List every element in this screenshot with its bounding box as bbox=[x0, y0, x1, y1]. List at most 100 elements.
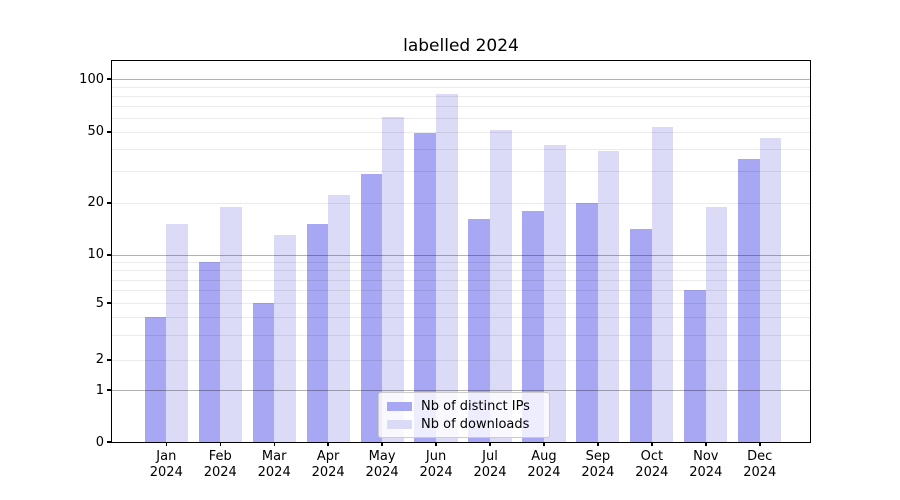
x-tick-label-nov: Nov 2024 bbox=[666, 449, 746, 481]
bar-distinct-ips-oct bbox=[630, 229, 652, 442]
y-tick-mark-10 bbox=[107, 254, 111, 256]
x-tick-label-jun: Jun 2024 bbox=[396, 449, 476, 481]
x-tick-label-feb: Feb 2024 bbox=[180, 449, 260, 481]
x-tick-year: 2024 bbox=[635, 465, 669, 480]
bar-downloads-may bbox=[382, 116, 404, 442]
x-tick-month: Oct bbox=[640, 449, 664, 464]
x-tick-year: 2024 bbox=[203, 465, 237, 480]
gridline-minor-20 bbox=[112, 202, 810, 204]
bar-distinct-ips-sep bbox=[576, 202, 598, 442]
bar-distinct-ips-aug bbox=[522, 210, 544, 442]
x-tick-label-aug: Aug 2024 bbox=[504, 449, 584, 481]
gridline-minor-90 bbox=[112, 87, 810, 88]
x-tick-label-sep: Sep 2024 bbox=[558, 449, 638, 481]
x-tick-label-may: May 2024 bbox=[342, 449, 422, 481]
bar-downloads-sep bbox=[597, 150, 620, 442]
x-tick-month: May bbox=[368, 449, 396, 464]
x-tick-mark-jan bbox=[165, 442, 168, 446]
y-tick-mark-100 bbox=[107, 78, 111, 80]
legend-label: Nb of downloads bbox=[421, 416, 530, 432]
x-tick-mark-apr bbox=[327, 442, 329, 446]
bar-downloads-oct bbox=[651, 127, 674, 442]
gridline-major-10 bbox=[112, 254, 810, 256]
gridline-minor-70 bbox=[112, 106, 810, 108]
x-tick-mark-jun bbox=[435, 442, 437, 446]
y-tick-mark-2 bbox=[107, 359, 111, 361]
x-tick-label-apr: Apr 2024 bbox=[288, 449, 368, 481]
gridline-minor-2 bbox=[112, 359, 810, 361]
x-tick-mark-mar bbox=[273, 442, 275, 446]
gridline-major-100 bbox=[112, 79, 810, 80]
gridline-minor-9 bbox=[112, 262, 810, 264]
x-tick-month: Apr bbox=[316, 449, 340, 464]
x-tick-mark-nov bbox=[705, 442, 707, 446]
bar-distinct-ips-jul bbox=[468, 219, 490, 442]
bar-distinct-ips-apr bbox=[306, 224, 329, 442]
bar-downloads-nov bbox=[705, 206, 728, 442]
y-tick-mark-0 bbox=[107, 441, 111, 443]
bar-downloads-aug bbox=[543, 145, 566, 442]
x-tick-month: Jun bbox=[425, 449, 447, 464]
x-tick-month: Nov bbox=[693, 449, 719, 464]
x-tick-year: 2024 bbox=[419, 465, 453, 480]
x-tick-year: 2024 bbox=[743, 465, 777, 480]
x-tick-year: 2024 bbox=[311, 465, 345, 480]
x-tick-month: Aug bbox=[531, 449, 557, 464]
gridline-minor-4 bbox=[112, 316, 810, 318]
legend-item-distinct-ips: Nb of distinct IPs bbox=[379, 397, 549, 415]
bar-distinct-ips-mar bbox=[252, 303, 275, 442]
gridline-minor-5 bbox=[112, 303, 810, 304]
x-tick-year: 2024 bbox=[581, 465, 615, 480]
bar-downloads-apr bbox=[328, 195, 350, 442]
legend: Nb of distinct IPs Nb of downloads bbox=[378, 392, 550, 438]
x-tick-label-oct: Oct 2024 bbox=[612, 449, 692, 481]
y-tick-mark-5 bbox=[107, 302, 111, 304]
legend-label: Nb of distinct IPs bbox=[421, 398, 530, 414]
gridline-minor-60 bbox=[112, 117, 810, 119]
bar-downloads-dec bbox=[759, 138, 782, 442]
gridline-minor-7 bbox=[112, 279, 810, 281]
bar-distinct-ips-feb bbox=[198, 262, 221, 442]
x-tick-mark-jul bbox=[489, 442, 491, 446]
bar-distinct-ips-jan bbox=[144, 316, 167, 442]
bar-distinct-ips-may bbox=[360, 173, 383, 442]
x-tick-mark-dec bbox=[759, 442, 761, 446]
legend-item-downloads: Nb of downloads bbox=[379, 415, 549, 433]
x-tick-month: Jul bbox=[482, 449, 498, 464]
x-tick-year: 2024 bbox=[365, 465, 399, 480]
x-tick-label-mar: Mar 2024 bbox=[234, 449, 314, 481]
y-tick-label-1: 1 bbox=[95, 382, 104, 398]
x-tick-mark-feb bbox=[219, 442, 222, 446]
y-tick-label-50: 50 bbox=[87, 124, 104, 140]
y-tick-label-10: 10 bbox=[87, 247, 104, 263]
y-tick-label-20: 20 bbox=[87, 195, 104, 211]
x-tick-mark-oct bbox=[651, 442, 653, 446]
bar-downloads-jan bbox=[166, 224, 188, 442]
gridline-minor-6 bbox=[112, 290, 810, 292]
y-tick-mark-1 bbox=[107, 389, 111, 391]
y-tick-label-2: 2 bbox=[95, 352, 104, 368]
bar-distinct-ips-dec bbox=[738, 159, 760, 442]
y-tick-label-0: 0 bbox=[95, 434, 104, 450]
legend-swatch bbox=[387, 419, 412, 429]
x-tick-mark-sep bbox=[597, 442, 599, 446]
bar-downloads-jun bbox=[436, 94, 458, 442]
x-tick-year: 2024 bbox=[527, 465, 561, 480]
x-tick-label-jan: Jan 2024 bbox=[126, 449, 206, 481]
legend-swatch bbox=[387, 401, 412, 411]
y-tick-label-5: 5 bbox=[95, 295, 104, 311]
x-tick-year: 2024 bbox=[257, 465, 291, 480]
gridline-minor-50 bbox=[112, 131, 810, 133]
chart-title: labelled 2024 bbox=[403, 36, 519, 56]
bar-downloads-jul bbox=[490, 130, 512, 442]
gridline-minor-3 bbox=[112, 334, 810, 336]
x-tick-year: 2024 bbox=[473, 465, 507, 480]
bar-distinct-ips-jun bbox=[414, 133, 437, 442]
bar-downloads-feb bbox=[220, 206, 242, 442]
plot-area bbox=[107, 60, 811, 446]
y-tick-label-100: 100 bbox=[79, 71, 104, 87]
gridline-minor-40 bbox=[112, 148, 810, 150]
gridline-minor-80 bbox=[112, 95, 810, 97]
x-tick-month: Feb bbox=[208, 449, 232, 464]
